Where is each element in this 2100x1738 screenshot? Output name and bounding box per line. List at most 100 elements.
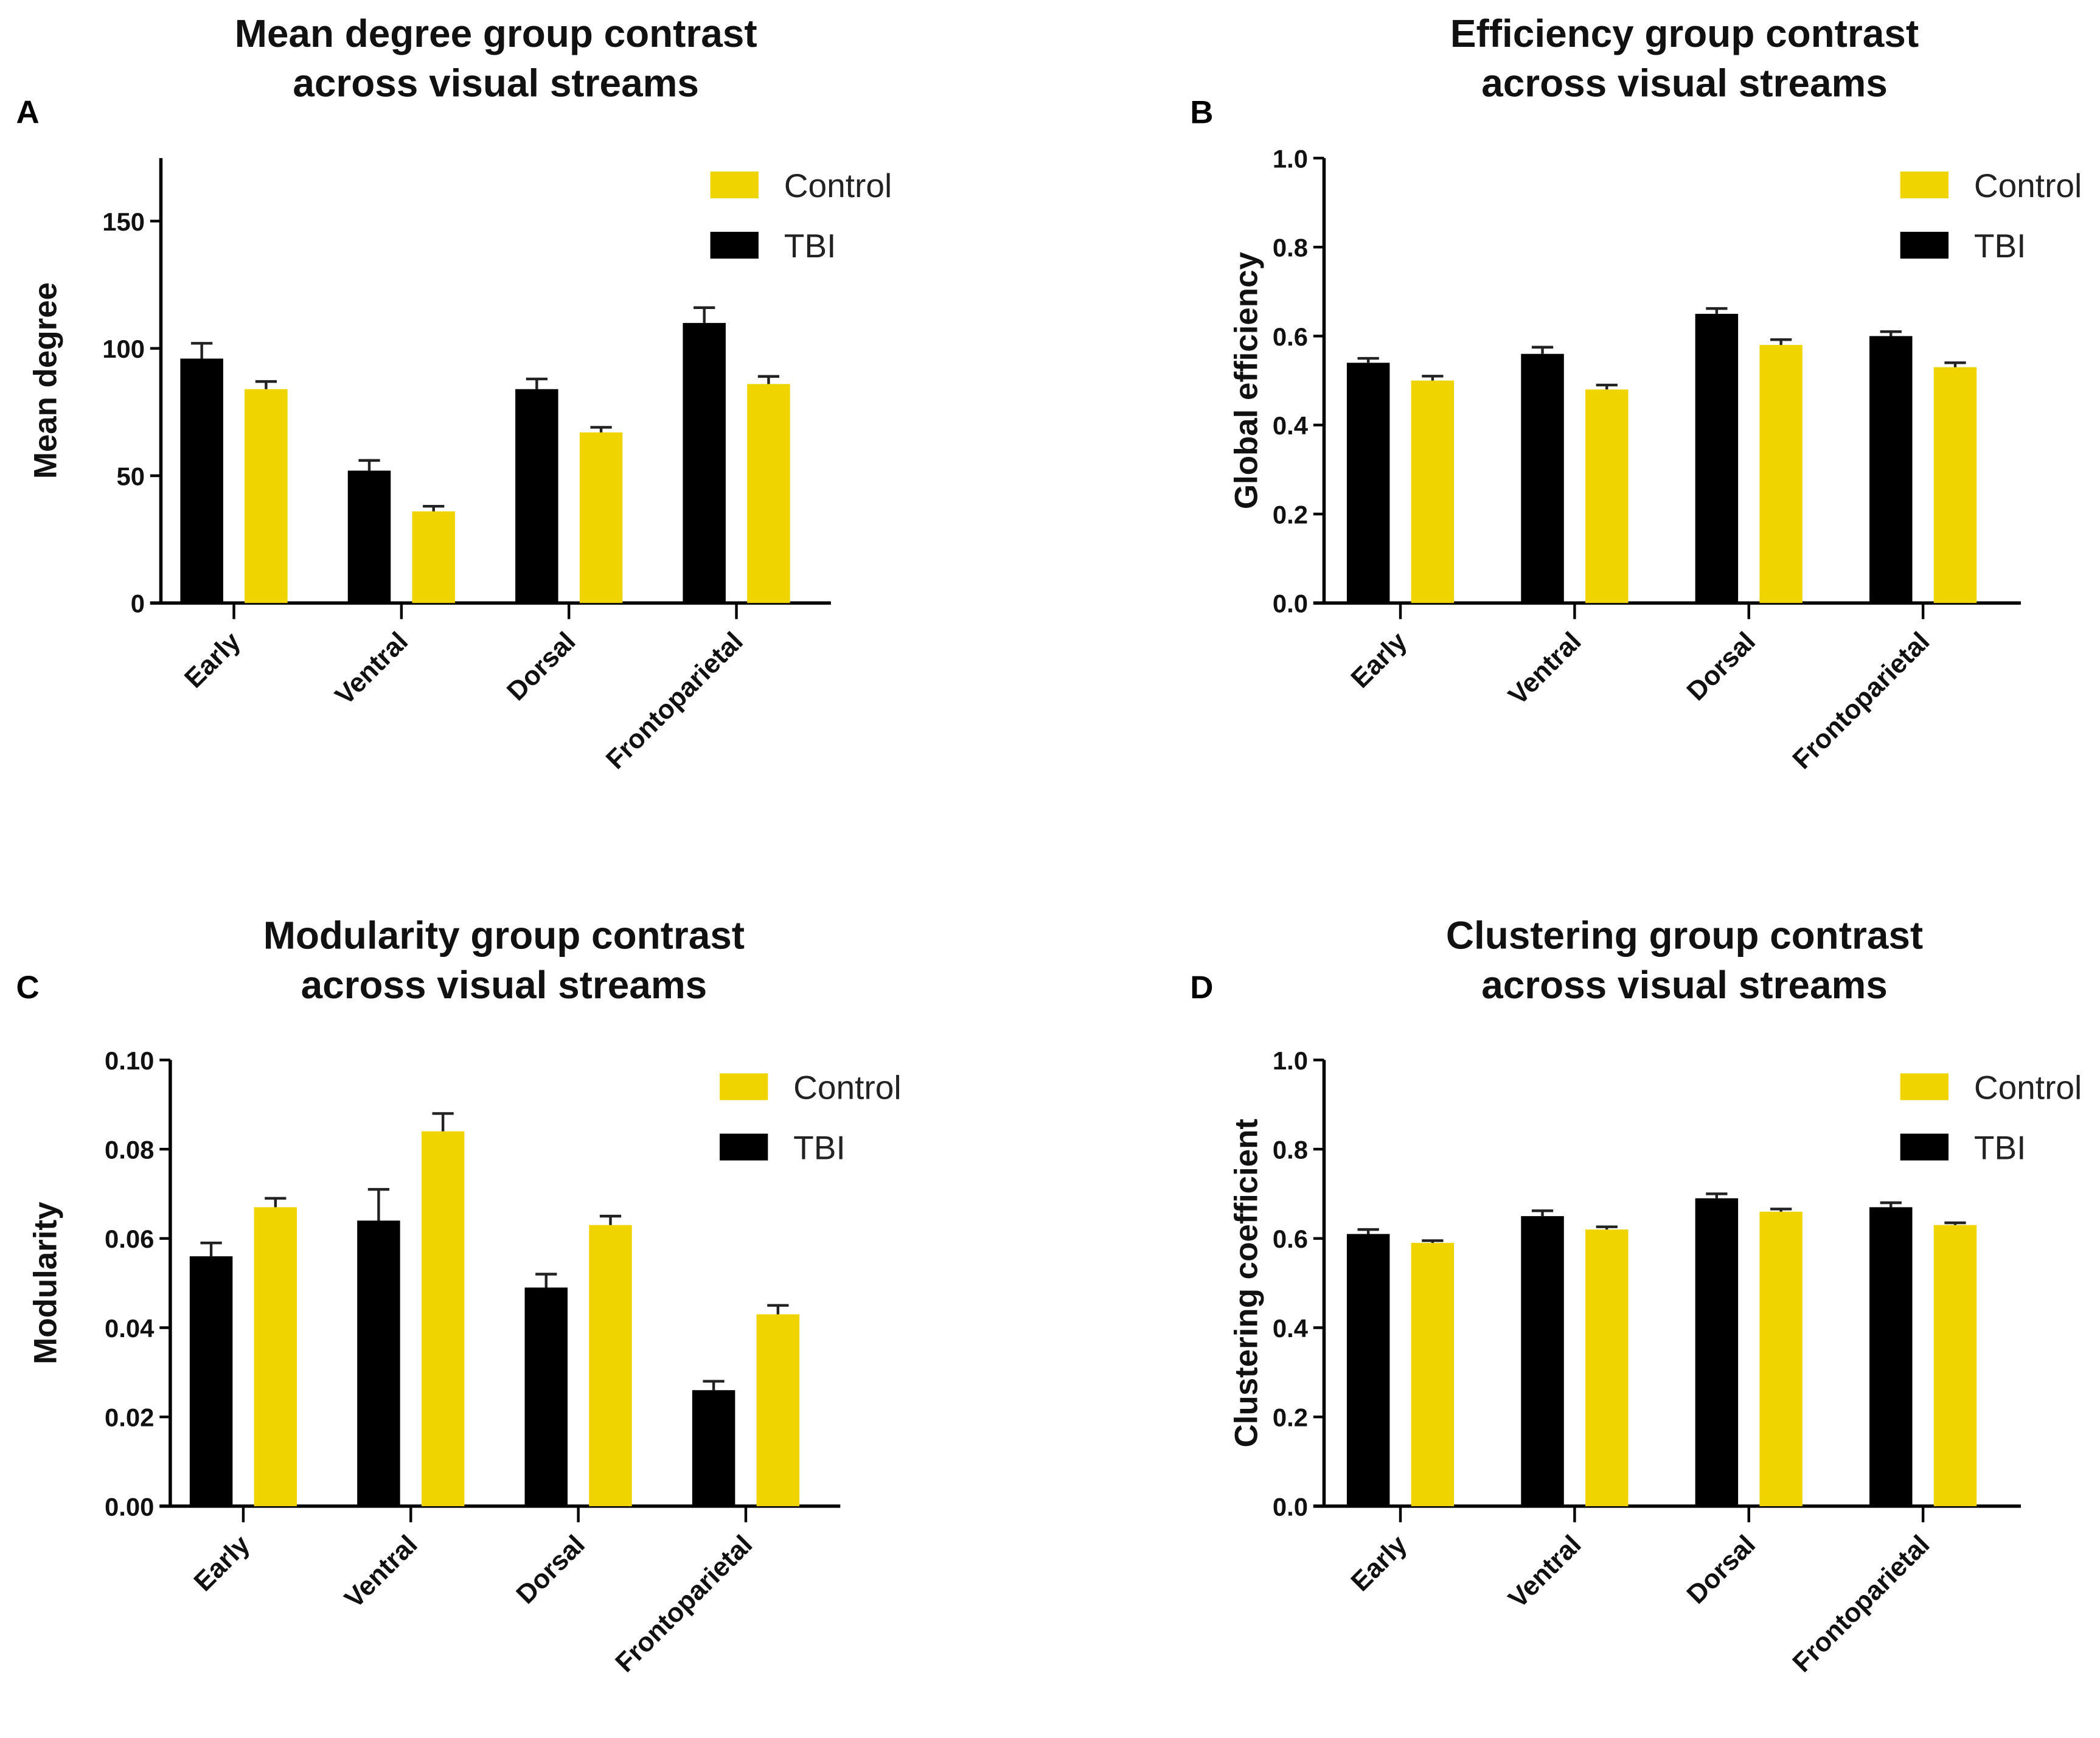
x-tick-label: Frontoparietal <box>600 627 749 775</box>
panel-d: D Clustering group contrast across visual … <box>1190 914 2082 1678</box>
x-tick-label: Early <box>1345 626 1413 693</box>
chart-title-line1: Clustering group contrast <box>1446 914 1923 958</box>
legend-label-tbi: TBI <box>1974 1128 2026 1166</box>
bar-tbi <box>1346 1234 1390 1506</box>
x-tick-label: Ventral <box>1503 627 1587 711</box>
y-tick-label: 0.0 <box>1273 1492 1308 1521</box>
y-tick-label: 0.8 <box>1273 1136 1308 1164</box>
bar-tbi <box>515 389 558 603</box>
y-tick-label: 0.2 <box>1273 1403 1308 1432</box>
y-tick-label: 0.4 <box>1273 411 1309 440</box>
legend-label-control: Control <box>793 1068 901 1106</box>
legend-label-control: Control <box>1974 1068 2082 1106</box>
bar-control <box>1933 1225 1977 1506</box>
y-tick-label: 0.6 <box>1273 322 1308 351</box>
x-tick-label: Early <box>179 626 246 693</box>
x-tick-label: Dorsal <box>1681 1529 1761 1610</box>
y-tick-label: 0.6 <box>1273 1225 1308 1253</box>
bar-tbi <box>180 358 223 603</box>
y-tick-label: 0.4 <box>1273 1314 1309 1343</box>
panel-label: B <box>1190 95 1213 131</box>
bar-control <box>1585 389 1629 603</box>
legend-label-tbi: TBI <box>793 1128 846 1166</box>
bar-control <box>1759 1211 1803 1506</box>
bar-control <box>589 1225 632 1506</box>
y-tick-label: 0.8 <box>1273 234 1308 262</box>
bar-tbi <box>692 1390 735 1506</box>
x-tick-label: Ventral <box>339 1529 423 1614</box>
chart-title-line1: Mean degree group contrast <box>235 12 757 55</box>
y-tick-label: 0.08 <box>105 1136 154 1164</box>
panel-label: A <box>16 95 40 131</box>
legend-label-tbi: TBI <box>784 227 836 265</box>
y-tick-label: 1.0 <box>1273 1046 1308 1075</box>
bar-tbi <box>357 1220 400 1506</box>
legend-swatch-tbi <box>720 1133 768 1161</box>
legend-swatch-control <box>1900 1073 1949 1100</box>
legend-swatch-control <box>720 1073 768 1100</box>
y-tick-label: 1.0 <box>1273 144 1308 173</box>
bar-control <box>421 1131 465 1506</box>
bar-tbi <box>1521 1216 1564 1506</box>
x-tick-label: Dorsal <box>1681 627 1761 707</box>
legend-swatch-tbi <box>1900 1133 1949 1161</box>
bar-control <box>1411 380 1455 603</box>
panel-c: C Modularity group contrast across visual … <box>16 914 902 1678</box>
x-tick-label: Ventral <box>1503 1529 1587 1614</box>
bar-control <box>1411 1243 1455 1506</box>
y-tick-label: 0.06 <box>105 1225 154 1253</box>
legend-swatch-control <box>710 171 759 199</box>
y-tick-label: 0.02 <box>105 1403 154 1432</box>
chart-title-line2: across visual streams <box>293 61 699 105</box>
legend-swatch-tbi <box>1900 232 1949 259</box>
bar-tbi <box>1521 353 1564 603</box>
x-tick-label: Dorsal <box>501 627 582 707</box>
x-tick-label: Early <box>188 1529 256 1597</box>
x-tick-label: Frontoparietal <box>610 1529 758 1678</box>
y-tick-label: 100 <box>102 335 145 363</box>
bar-control <box>1759 345 1803 603</box>
y-tick-label: 150 <box>102 207 145 236</box>
panel-a: A Mean degree group contrast across visual… <box>16 12 892 775</box>
bar-control <box>254 1207 297 1506</box>
chart-title-line2: across visual streams <box>1481 61 1888 105</box>
x-tick-label: Frontoparietal <box>1787 627 1935 775</box>
panel-label: D <box>1190 970 1213 1006</box>
legend-label-control: Control <box>784 167 892 204</box>
bar-tbi <box>683 322 726 603</box>
y-tick-label: 50 <box>116 462 145 490</box>
y-axis-label: Global efficiency <box>1228 251 1264 509</box>
bar-tbi <box>189 1256 233 1506</box>
bar-tbi <box>1869 336 1913 603</box>
bar-control <box>756 1314 800 1506</box>
legend-label-tbi: TBI <box>1974 227 2026 265</box>
bar-control <box>1933 367 1977 603</box>
bar-tbi <box>1695 313 1739 603</box>
legend-label-control: Control <box>1974 167 2082 204</box>
panel-b: B Efficiency group contrast across visual … <box>1190 12 2082 775</box>
chart-title-line1: Modularity group contrast <box>263 914 745 958</box>
panel-label: C <box>16 970 40 1006</box>
chart-title-line2: across visual streams <box>1481 963 1888 1007</box>
bar-control <box>579 432 623 603</box>
bar-control <box>412 511 455 603</box>
x-tick-label: Frontoparietal <box>1787 1529 1935 1678</box>
y-tick-label: 0.00 <box>105 1492 154 1521</box>
bar-control <box>1585 1229 1629 1506</box>
y-axis-label: Modularity <box>28 1201 64 1364</box>
bar-tbi <box>524 1287 568 1506</box>
bar-control <box>245 389 288 603</box>
y-axis-label: Mean degree <box>28 282 64 479</box>
chart-title-line1: Efficiency group contrast <box>1450 12 1919 55</box>
y-tick-label: 0.2 <box>1273 500 1308 529</box>
bar-tbi <box>1869 1207 1913 1506</box>
bar-control <box>747 384 790 603</box>
y-tick-label: 0.0 <box>1273 589 1308 618</box>
y-tick-label: 0 <box>131 589 145 618</box>
legend-swatch-control <box>1900 171 1949 199</box>
bar-tbi <box>347 470 391 603</box>
chart-title-line2: across visual streams <box>301 963 708 1007</box>
bar-tbi <box>1695 1198 1739 1506</box>
y-tick-label: 0.04 <box>105 1314 155 1343</box>
